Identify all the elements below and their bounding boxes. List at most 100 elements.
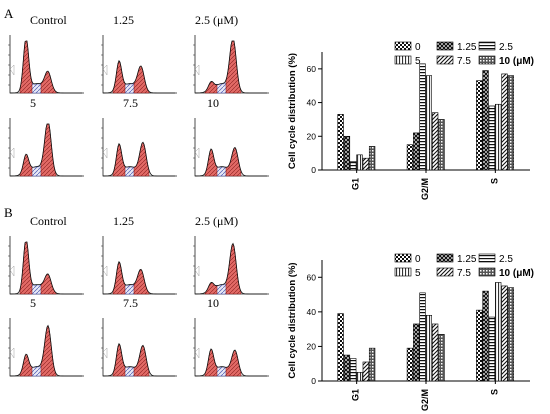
histogram-outline: [194, 146, 267, 177]
legend-label: 5: [415, 56, 421, 67]
bar: [406, 347, 414, 382]
debris-marker: [102, 64, 108, 76]
bar: [438, 334, 445, 382]
legend-swatch: [478, 55, 496, 65]
bar: [507, 75, 514, 171]
x-tick-label: S: [489, 389, 499, 395]
debris-marker: [9, 347, 15, 359]
bar: [495, 282, 502, 382]
legend-label: 1.25: [457, 42, 477, 53]
legend-swatch: [436, 41, 454, 51]
histogram-axes: [194, 318, 269, 377]
bar-chart-a: Cell cycle distribution (%) 0 20 40 60 G1 G2/M…: [287, 41, 534, 200]
histogram-outline: [102, 141, 175, 177]
histogram-label: 7.5: [123, 96, 138, 110]
histogram-label: 10: [207, 296, 219, 310]
x-tick-label: G1: [351, 389, 361, 401]
debris-marker: [9, 147, 15, 159]
histogram-plot: 1.25: [101, 13, 177, 94]
g1-peak: [19, 241, 33, 295]
histogram-plot: 7.5: [101, 96, 177, 177]
bar: [501, 285, 508, 382]
histogram-plot: 10: [193, 96, 269, 177]
legend-label: 10 (μM): [499, 56, 534, 67]
legend-swatch: [436, 267, 454, 277]
debris-marker: [102, 265, 108, 277]
y-tick-label: 60: [307, 272, 317, 282]
histogram-outline: [194, 40, 267, 94]
g1-peak: [204, 282, 218, 295]
histogram-label: Control: [30, 214, 67, 228]
histogram-outline: [9, 123, 82, 177]
bar: [488, 316, 496, 382]
y-tick-label: 0: [311, 376, 316, 386]
legend-label: 7.5: [457, 56, 471, 67]
debris-marker: [194, 147, 200, 159]
histogram-label: 10: [207, 96, 219, 110]
bar: [425, 75, 432, 171]
debris-marker: [194, 64, 200, 76]
bar: [507, 287, 514, 382]
debris-marker: [102, 347, 108, 359]
legend-label: 2.5: [499, 42, 513, 53]
flow-cytometry-histograms: Control 1.25 2.5 (μM) 5 7.5 10 Control 1.25 2.5 …: [8, 13, 269, 377]
histogram-outline: [9, 324, 82, 377]
bar: [438, 119, 445, 171]
histogram-plot: 7.5: [101, 296, 177, 377]
histogram-plot: 5: [8, 96, 84, 177]
legend-label: 10 (μM): [499, 268, 534, 279]
bar: [495, 103, 502, 171]
histogram-plot: 2.5 (μM): [193, 214, 269, 295]
legend-swatch: [394, 253, 412, 263]
bar: [337, 114, 344, 171]
y-tick-label: 40: [307, 98, 317, 108]
panel-letter-a: A: [4, 6, 14, 21]
debris-marker: [9, 265, 15, 277]
bar: [425, 315, 432, 382]
legend-label: 7.5: [457, 268, 471, 279]
histogram-label: 2.5 (μM): [195, 214, 238, 228]
histogram-plot: 1.25: [101, 214, 177, 295]
histogram-outline: [194, 348, 267, 377]
histogram-plot: Control: [8, 214, 84, 295]
bar: [406, 144, 414, 171]
panel-letter-b: B: [4, 205, 13, 220]
histogram-outline: [102, 342, 175, 377]
bar: [431, 323, 439, 382]
histogram-label: Control: [30, 13, 67, 27]
legend-swatch: [478, 41, 496, 51]
legend-swatch: [394, 55, 412, 65]
g1-peak: [19, 40, 33, 94]
y-tick-label: 20: [307, 341, 317, 351]
legend-swatch: [394, 267, 412, 277]
bar: [413, 132, 420, 171]
x-tick-label: G2/M: [420, 178, 430, 200]
bar: [368, 146, 376, 171]
g2-peak: [133, 65, 150, 94]
histogram-label: 7.5: [123, 296, 138, 310]
histogram-plot: 2.5 (μM): [193, 13, 269, 94]
legend-swatch: [478, 253, 496, 263]
x-tick-label: G2/M: [420, 389, 430, 411]
debris-marker: [194, 347, 200, 359]
histogram-label: 1.25: [113, 214, 134, 228]
legend-swatch: [394, 41, 412, 51]
bar-chart-b: Cell cycle distribution (%) 0 20 40 60 G1 G2/M…: [287, 253, 534, 411]
g2-peak: [40, 273, 57, 295]
legend-label: 0: [415, 42, 421, 53]
bar: [362, 361, 369, 382]
bar: [482, 70, 489, 171]
histogram-plot: 5: [8, 296, 84, 377]
legend-label: 1.25: [457, 254, 477, 265]
bar: [356, 154, 363, 171]
bar: [419, 292, 426, 382]
legend-swatch: [436, 55, 454, 65]
histogram-plot: 10: [193, 296, 269, 377]
bar: [337, 313, 344, 382]
bar: [343, 354, 351, 382]
bar: [488, 105, 496, 171]
histogram-label: 5: [30, 296, 36, 310]
g2-peak: [133, 269, 150, 295]
histogram-outline: [102, 260, 175, 295]
